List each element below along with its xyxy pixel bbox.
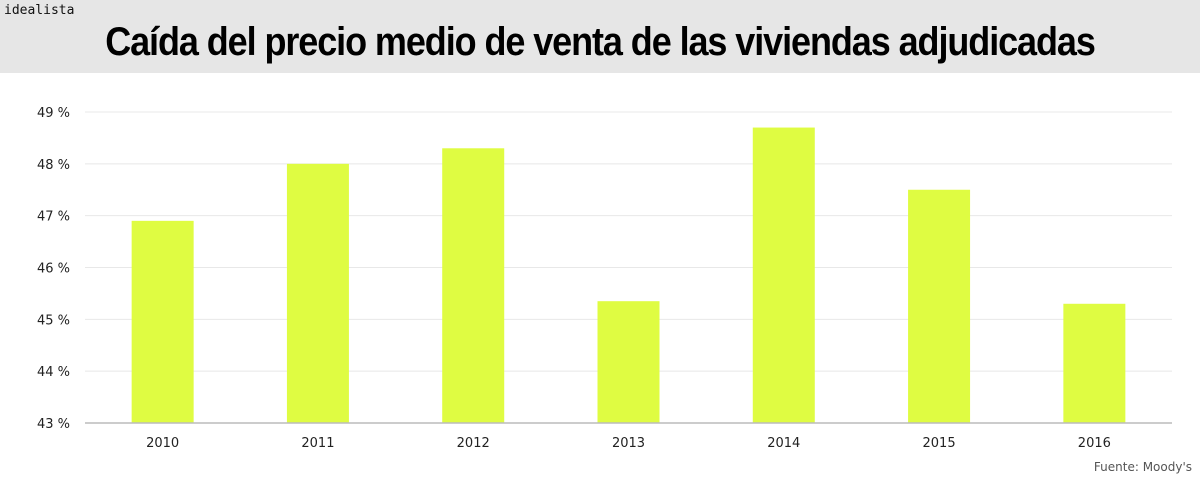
bar-2014 bbox=[752, 127, 815, 424]
title-banner: idealista Caída del precio medio de vent… bbox=[0, 0, 1200, 73]
x-tick-label: 2016 bbox=[1078, 436, 1111, 451]
x-tick-label: 2011 bbox=[301, 436, 334, 451]
bar-2015 bbox=[908, 189, 971, 423]
x-tick-label: 2013 bbox=[612, 436, 645, 451]
y-tick-label: 43 % bbox=[37, 417, 70, 432]
x-tick-label: 2012 bbox=[457, 436, 490, 451]
y-tick-label: 45 % bbox=[37, 313, 70, 328]
y-tick-label: 48 % bbox=[37, 158, 70, 173]
source-note: Fuente: Moody's bbox=[1093, 460, 1192, 474]
x-tick-label: 2010 bbox=[146, 436, 179, 451]
x-tick-label: 2014 bbox=[767, 436, 800, 451]
bar-2013 bbox=[597, 301, 660, 423]
y-tick-label: 44 % bbox=[37, 365, 70, 380]
bar-2012 bbox=[442, 148, 505, 424]
y-tick-label: 46 % bbox=[37, 262, 70, 277]
y-tick-label: 49 % bbox=[37, 106, 70, 121]
bar-2016 bbox=[1063, 303, 1126, 423]
bar-2010 bbox=[131, 220, 194, 423]
y-tick-label: 47 % bbox=[37, 210, 70, 225]
brand-logo: idealista bbox=[4, 3, 75, 18]
bar-2011 bbox=[286, 163, 349, 424]
chart-title: Caída del precio medio de venta de las v… bbox=[105, 20, 1096, 64]
x-tick-label: 2015 bbox=[923, 436, 956, 451]
